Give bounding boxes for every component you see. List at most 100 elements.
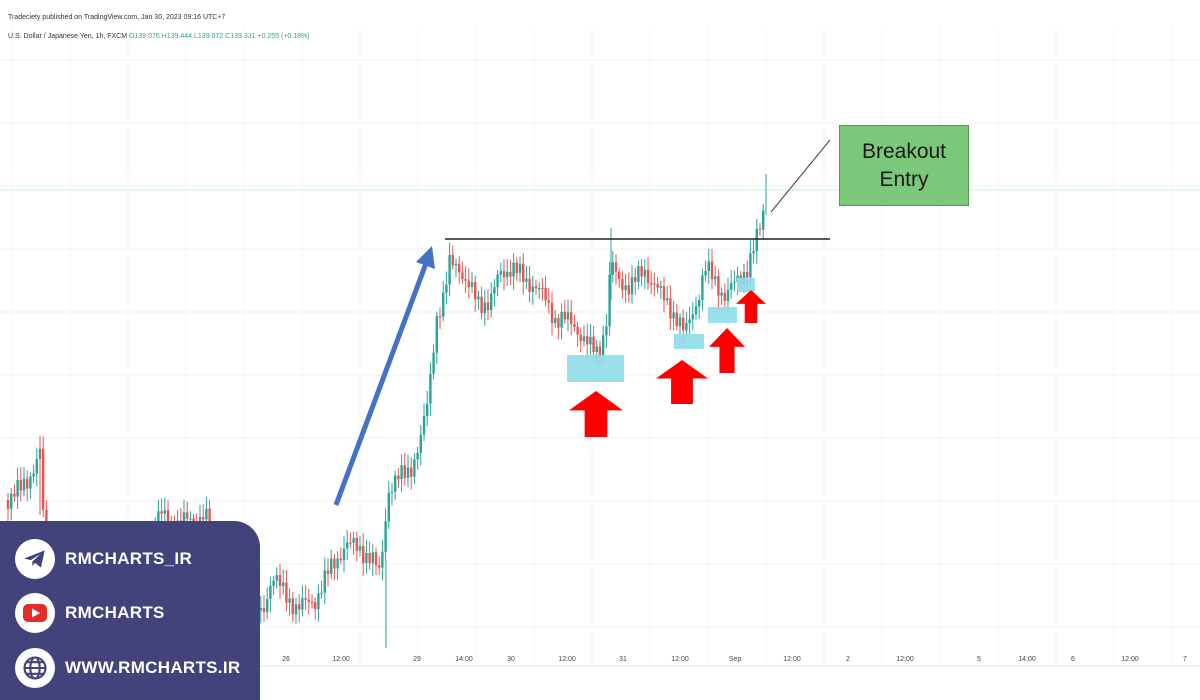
candle-body bbox=[365, 552, 368, 564]
candle-body bbox=[573, 323, 576, 327]
candle-body bbox=[749, 253, 752, 278]
candle-body bbox=[710, 261, 714, 280]
support-zone bbox=[674, 334, 704, 349]
candle-body bbox=[429, 373, 432, 404]
candle-body bbox=[576, 326, 579, 335]
uptrend-arrow-head bbox=[416, 246, 435, 269]
candle-body bbox=[432, 352, 435, 374]
candle-body bbox=[566, 312, 570, 320]
candle-body bbox=[470, 282, 474, 287]
candle-body bbox=[643, 269, 646, 277]
candle-body bbox=[480, 296, 483, 314]
candle-body bbox=[557, 317, 560, 328]
support-zone bbox=[737, 278, 755, 292]
candle-body bbox=[499, 271, 502, 275]
candle-body bbox=[259, 607, 262, 611]
candle-body bbox=[275, 575, 278, 581]
candle-body bbox=[611, 262, 614, 275]
candle-body bbox=[515, 262, 518, 274]
candle-body bbox=[272, 580, 275, 586]
candle-body bbox=[336, 558, 339, 569]
callout-line-2: Entry bbox=[879, 167, 929, 191]
candle-body bbox=[266, 599, 269, 612]
candle-body bbox=[598, 346, 602, 356]
candle-body bbox=[163, 510, 166, 514]
candle-body bbox=[762, 210, 765, 230]
candle-body bbox=[608, 274, 611, 327]
candle-body bbox=[733, 281, 736, 284]
candle-body bbox=[298, 604, 301, 610]
candle-body bbox=[454, 263, 458, 266]
youtube-icon bbox=[15, 593, 55, 633]
candle-body bbox=[461, 272, 464, 280]
candle-body bbox=[614, 262, 618, 272]
candle-body bbox=[422, 415, 426, 435]
candle-body bbox=[339, 558, 342, 561]
candle-body bbox=[378, 565, 381, 568]
candle-body bbox=[381, 551, 384, 568]
candle-body bbox=[166, 510, 170, 528]
x-tick-label: 2 bbox=[846, 656, 850, 663]
candle-body bbox=[547, 300, 550, 303]
up-arrow bbox=[736, 290, 766, 323]
candle-body bbox=[374, 552, 378, 566]
x-tick-label: 14:00 bbox=[455, 656, 473, 663]
candle-body bbox=[419, 434, 422, 453]
telegram-row[interactable]: RMCHARTS_IR bbox=[15, 539, 192, 579]
candle-body bbox=[22, 478, 26, 491]
globe-icon bbox=[15, 648, 55, 688]
candle-body bbox=[288, 598, 291, 603]
candle-body bbox=[502, 271, 506, 278]
candle-body bbox=[477, 296, 480, 300]
website-row[interactable]: WWW.RMCHARTS.IR bbox=[15, 648, 240, 688]
telegram-icon bbox=[15, 539, 55, 579]
candle-body bbox=[317, 593, 320, 610]
candle-body bbox=[32, 473, 35, 477]
up-arrows bbox=[569, 290, 766, 437]
candle-body bbox=[416, 452, 419, 460]
candle-body bbox=[406, 467, 410, 478]
candle-body bbox=[544, 288, 547, 301]
candle-body bbox=[314, 602, 317, 610]
x-axis-tick-labels: 26 12:00 29 14:00 30 12:00 31 12:00 Sep 12:00 2 12:… bbox=[282, 656, 1187, 663]
candle-body bbox=[426, 403, 429, 416]
x-tick-label: 5 bbox=[977, 656, 981, 663]
candle-body bbox=[413, 459, 416, 477]
up-arrow bbox=[569, 391, 623, 437]
candle-body bbox=[618, 271, 621, 279]
candle-body bbox=[464, 279, 467, 281]
x-tick-label: 6 bbox=[1071, 656, 1075, 663]
candle-body bbox=[570, 312, 573, 324]
candle-body bbox=[541, 287, 544, 290]
candle-body bbox=[493, 286, 496, 294]
candle-body bbox=[205, 508, 208, 520]
breakout-entry-callout: Breakout Entry bbox=[839, 125, 969, 206]
candle-body bbox=[352, 537, 355, 543]
candle-body bbox=[349, 542, 352, 544]
candle-body bbox=[486, 302, 490, 311]
symbol-name: U.S. Dollar / Japanese Yen, 1h, FXCM bbox=[8, 33, 128, 40]
candle-body bbox=[717, 276, 720, 296]
candle-body bbox=[534, 286, 538, 289]
candle-body bbox=[637, 266, 640, 282]
x-tick-label: 29 bbox=[413, 656, 421, 663]
candle-body bbox=[371, 552, 374, 564]
up-arrow bbox=[709, 328, 745, 373]
youtube-row[interactable]: RMCHARTS bbox=[15, 593, 165, 633]
candle-body bbox=[278, 575, 282, 587]
candle-body bbox=[307, 599, 310, 602]
candle-body bbox=[42, 448, 45, 510]
candle-body bbox=[605, 326, 608, 336]
candle-body bbox=[326, 570, 330, 574]
candle-body bbox=[262, 607, 266, 612]
support-zone bbox=[708, 307, 737, 323]
candle-body bbox=[320, 592, 323, 594]
candle-body bbox=[586, 336, 589, 345]
candle-body bbox=[550, 302, 554, 323]
support-zone bbox=[567, 355, 624, 382]
candle-body bbox=[624, 285, 627, 291]
candle-body bbox=[554, 317, 557, 323]
candle-body bbox=[701, 275, 704, 301]
candle-body bbox=[330, 558, 333, 574]
candle-body bbox=[26, 478, 29, 489]
